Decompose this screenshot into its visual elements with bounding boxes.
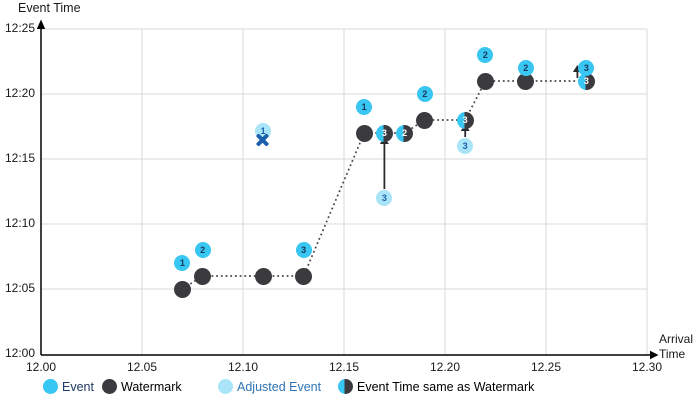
same-as-watermark-marker: 3	[456, 111, 474, 129]
x-axis-title: Arrival Time	[659, 332, 693, 361]
legend-label: Event Time same as Watermark	[357, 379, 535, 394]
event-marker: 1	[356, 99, 373, 115]
adjusted-event-swatch-icon	[218, 379, 233, 394]
x-tick-label: 12.00	[25, 360, 57, 374]
watermark-marker	[476, 72, 494, 90]
legend: Event Watermark Adjusted Event Event Tim…	[0, 378, 696, 398]
gridlines	[41, 28, 648, 355]
y-tick-label: 12:25	[4, 21, 35, 35]
event-marker: 3	[578, 60, 595, 76]
event-marker: 2	[477, 47, 494, 63]
adjusted-event-marker: 3	[376, 190, 393, 206]
x-tick-label: 12.10	[227, 360, 259, 374]
watermark-swatch-icon	[102, 379, 117, 394]
event-marker: 2	[517, 60, 534, 76]
same-as-watermark-marker: 2	[396, 124, 414, 142]
watermark-marker	[416, 111, 434, 129]
y-tick-label: 12:20	[4, 86, 35, 100]
adjusted-event-marker: 3	[457, 138, 474, 154]
watermark-marker	[194, 267, 212, 285]
x-axis-title-line-2: Time	[659, 346, 686, 361]
watermark-marker	[173, 280, 191, 298]
y-tick-label: 12:05	[4, 281, 35, 295]
legend-item-watermark: Watermark	[102, 378, 182, 395]
y-tick-label: 12:10	[4, 216, 35, 230]
legend-label: Watermark	[121, 379, 182, 394]
legend-label: Event	[62, 379, 94, 394]
watermark-marker	[517, 72, 535, 90]
event-marker: 1	[174, 255, 191, 271]
x-tick-label: 12.15	[328, 360, 360, 374]
same-as-watermark-marker: 3	[577, 72, 595, 90]
watermark-marker	[254, 267, 272, 285]
event-swatch-icon	[43, 379, 58, 394]
event-marker: 2	[194, 242, 211, 258]
legend-item-adjusted-event: Adjusted Event	[218, 378, 321, 395]
legend-item-same-as-watermark: Event Time same as Watermark	[338, 378, 534, 395]
y-tick-label: 12:15	[4, 151, 35, 165]
same-as-watermark-swatch-icon	[338, 379, 353, 394]
same-as-watermark-marker: 3	[375, 124, 393, 142]
event-marker: 3	[295, 242, 312, 258]
legend-item-event: Event	[43, 378, 94, 395]
event-marker: 2	[416, 86, 433, 102]
watermark-marker	[295, 267, 313, 285]
x-tick-label: 12.05	[126, 360, 158, 374]
x-tick-label: 12.20	[429, 360, 461, 374]
x-axis-title-line-1: Arrival	[659, 332, 694, 346]
x-tick-label: 12.25	[530, 360, 562, 374]
watermark-marker	[355, 124, 373, 142]
y-tick-label: 12:00	[4, 346, 35, 360]
x-tick-label: 12.30	[631, 360, 663, 374]
legend-label: Adjusted Event	[237, 379, 322, 394]
axes	[36, 19, 659, 360]
y-axis-title: Event Time	[18, 1, 81, 15]
